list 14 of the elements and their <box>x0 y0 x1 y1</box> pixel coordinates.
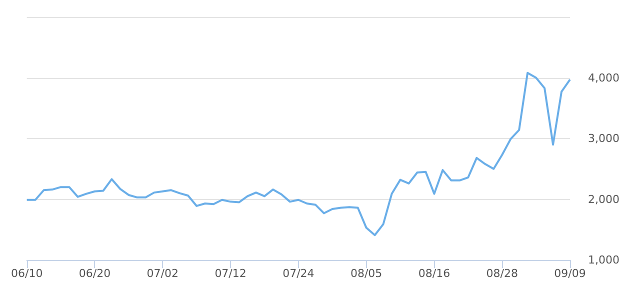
x-tick-label: 07/12 <box>214 267 246 280</box>
x-tick-label: 09/09 <box>554 267 586 280</box>
x-tick-label: 08/05 <box>350 267 382 280</box>
y-tick-label: 2,000 <box>588 192 620 206</box>
y-tick-label: 4,000 <box>588 71 620 84</box>
x-tick-label: 08/28 <box>486 267 518 280</box>
y-tick-label: 3,000 <box>588 132 620 145</box>
line-series <box>26 72 571 236</box>
x-tick-label: 06/10 <box>11 267 43 280</box>
y-tick-label: 1,000 <box>588 254 620 266</box>
x-tick-label: 08/16 <box>418 267 450 280</box>
x-tick-label: 06/20 <box>78 267 111 280</box>
x-tick-label: 07/24 <box>282 267 314 280</box>
x-tick-label: 07/02 <box>146 267 178 280</box>
